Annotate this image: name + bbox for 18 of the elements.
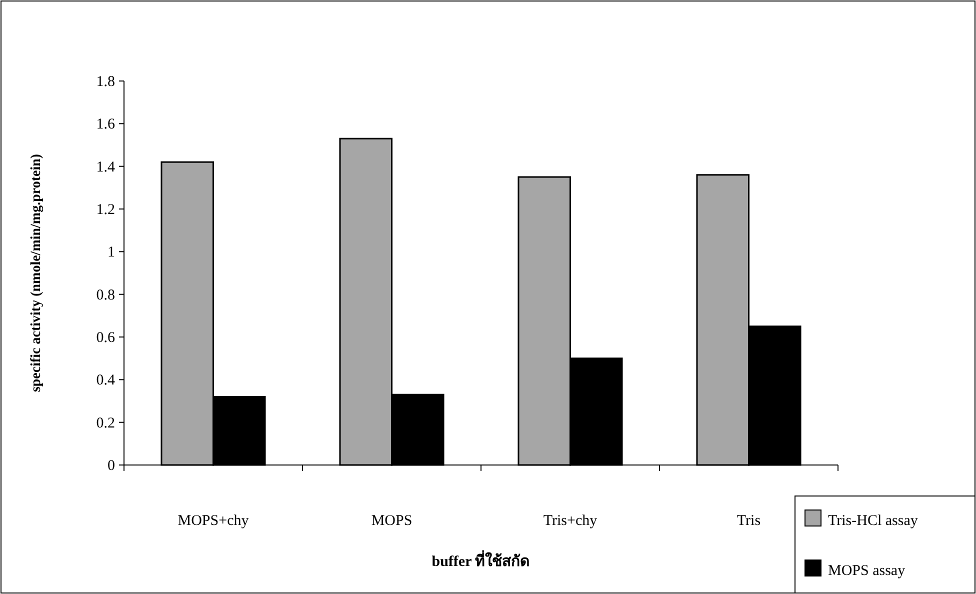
y-tick-label: 0.4	[96, 372, 116, 389]
y-axis-title: specific activity (nmole/min/mg.protein)	[29, 154, 44, 392]
y-tick-label: 1	[108, 244, 115, 261]
x-tick-label: MOPS	[371, 513, 412, 529]
y-tick-label: 0.2	[96, 415, 115, 432]
legend-label: MOPS assay	[828, 563, 906, 579]
y-tick-label: 1.4	[96, 159, 116, 176]
x-tick-label: MOPS+chy	[178, 513, 250, 529]
y-tick-label: 1.8	[96, 74, 115, 90]
y-tick-label: 0.8	[96, 287, 115, 304]
y-tick-label: 1.2	[96, 202, 115, 218]
x-tick-label: Tris	[736, 513, 761, 529]
y-tick-label: 0.6	[96, 330, 116, 346]
y-tick-label: 0	[108, 458, 115, 474]
y-tick-label: 1.6	[96, 116, 116, 133]
x-axis-title: buffer ที่ใช้สกัด	[432, 550, 530, 570]
x-tick-label: Tris+chy	[543, 513, 598, 529]
legend-label: Tris-HCl assay	[828, 513, 918, 529]
